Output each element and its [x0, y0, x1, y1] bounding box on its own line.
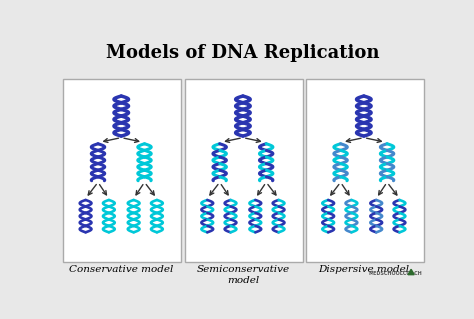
Polygon shape	[408, 269, 414, 275]
Bar	[306, 79, 423, 262]
Text: MEDSCHOOLCOACH: MEDSCHOOLCOACH	[369, 271, 423, 276]
Text: Dispersive model: Dispersive model	[318, 265, 410, 274]
Bar	[185, 79, 302, 262]
Bar	[63, 79, 181, 262]
Text: Semiconservative
model: Semiconservative model	[196, 265, 290, 285]
Text: Models of DNA Replication: Models of DNA Replication	[106, 44, 380, 62]
Text: Conservative model: Conservative model	[69, 265, 173, 274]
